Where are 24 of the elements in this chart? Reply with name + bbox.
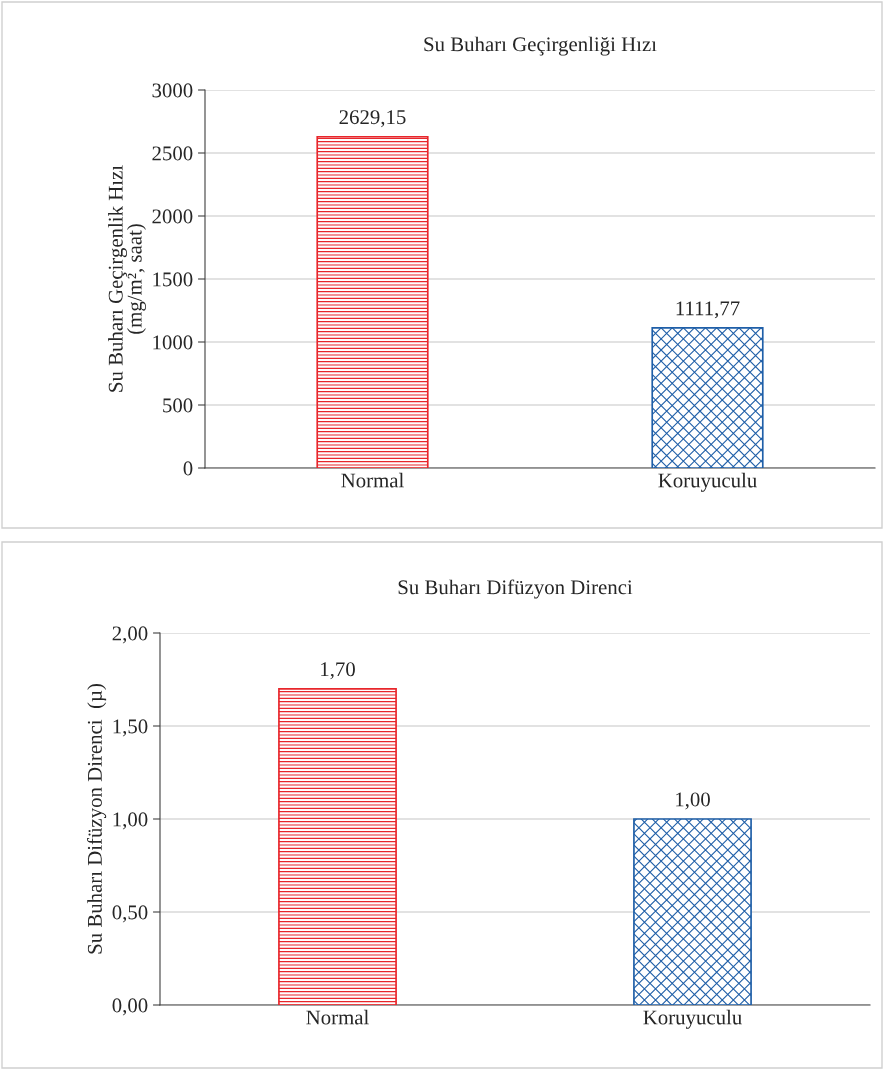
y-tick-label: 1,50 <box>113 719 148 737</box>
y-tick-label: 0,50 <box>112 905 148 923</box>
y-tick-label: 1500 <box>153 272 193 287</box>
y-tick-label: 0 <box>183 461 193 476</box>
y-tick-label: 2500 <box>152 146 193 161</box>
y-tick-label: 1000 <box>153 335 193 350</box>
y-tick-label: 500 <box>163 398 193 413</box>
y-axis-title: Su Buharı Geçirgenlik Hızı (mg/m², saat) <box>108 165 146 392</box>
x-tick-label: Koruyuculu <box>643 1009 742 1029</box>
y-tick-label: 2000 <box>152 209 193 224</box>
data-label: 2629,15 <box>339 110 406 128</box>
x-tick-label: Koruyuculu <box>658 472 757 492</box>
y-axis-title: Su Buharı Difüzyon Direnci (µ) <box>87 684 107 954</box>
x-tick-label: Normal <box>341 472 404 488</box>
data-label: 1,70 <box>321 662 355 680</box>
data-label: 1111,77 <box>676 301 740 319</box>
x-tick-label: Normal <box>306 1009 369 1025</box>
y-tick-label: 1,00 <box>113 812 148 830</box>
y-tick-label: 0,00 <box>112 998 148 1016</box>
chart-title: Su Buharı Geçirgenliği Hızı <box>424 36 657 56</box>
chart-title: Su Buharı Difüzyon Direnci <box>398 579 633 599</box>
y-tick-label: 2,00 <box>112 626 148 644</box>
data-label: 1,00 <box>676 792 710 810</box>
y-tick-label: 3000 <box>152 83 193 98</box>
